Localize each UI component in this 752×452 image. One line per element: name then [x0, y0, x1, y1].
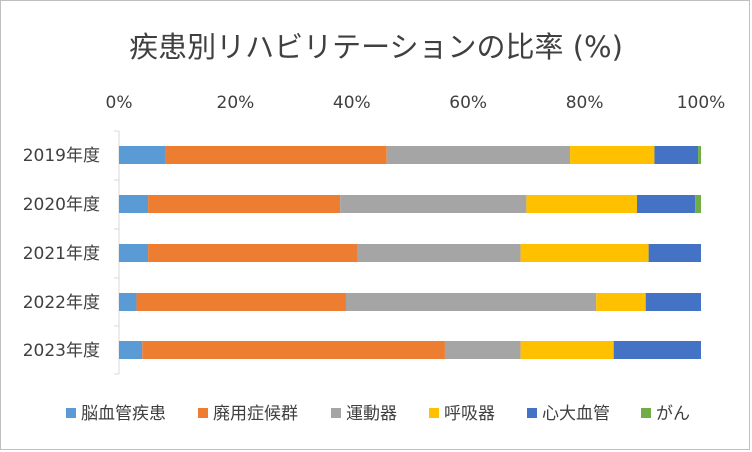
x-tick-label: 0% [106, 93, 133, 113]
x-tick-label: 40% [333, 93, 371, 113]
legend-swatch [66, 408, 76, 418]
bar-segment [695, 195, 701, 213]
bar-segment [136, 293, 346, 311]
bar-segment [345, 293, 597, 311]
bar-segment [119, 341, 143, 359]
bar-segment [119, 146, 166, 164]
bar-segment [520, 341, 614, 359]
bar-segment [570, 146, 655, 164]
legend-swatch [641, 408, 651, 418]
category-label: 2019年度 [23, 146, 100, 166]
bar-segment [698, 146, 701, 164]
chart-title: 疾患別リハビリテーションの比率 (%) [129, 30, 623, 64]
legend-label: 運動器 [346, 404, 397, 424]
category-label: 2021年度 [23, 244, 100, 264]
legend-label: 脳血管疾患 [81, 404, 166, 424]
bar-segment [645, 293, 701, 311]
bar-segment [526, 195, 637, 213]
bar-segment [648, 244, 701, 262]
category-label: 2022年度 [23, 293, 100, 313]
bar-segment [119, 244, 149, 262]
legend-swatch [198, 408, 208, 418]
legend-swatch [429, 408, 439, 418]
bar-segment [596, 293, 646, 311]
legend-label: 廃用症候群 [213, 404, 298, 424]
x-tick-label: 60% [449, 93, 487, 113]
bar-segment [386, 146, 571, 164]
bar-segment [119, 195, 149, 213]
bar-segment [654, 146, 699, 164]
legend-label: 呼吸器 [444, 404, 495, 424]
x-tick-label: 80% [566, 93, 604, 113]
bar-segment [142, 341, 445, 359]
bar-segment [340, 195, 527, 213]
legend-label: がん [656, 404, 690, 424]
bar-segment [636, 195, 696, 213]
bar-segment [119, 293, 137, 311]
category-label: 2023年度 [23, 341, 100, 361]
x-tick-label: 100% [677, 93, 726, 113]
legend-swatch [527, 408, 537, 418]
bar-segment [613, 341, 701, 359]
bar-segment [444, 341, 521, 359]
x-tick-label: 20% [217, 93, 255, 113]
bar-segment [520, 244, 649, 262]
bar-segment [165, 146, 387, 164]
bar-segment [357, 244, 521, 262]
category-label: 2020年度 [23, 195, 100, 215]
legend-label: 心大血管 [542, 404, 610, 424]
bar-segment [148, 244, 358, 262]
legend-swatch [331, 408, 341, 418]
bar-segment [148, 195, 341, 213]
